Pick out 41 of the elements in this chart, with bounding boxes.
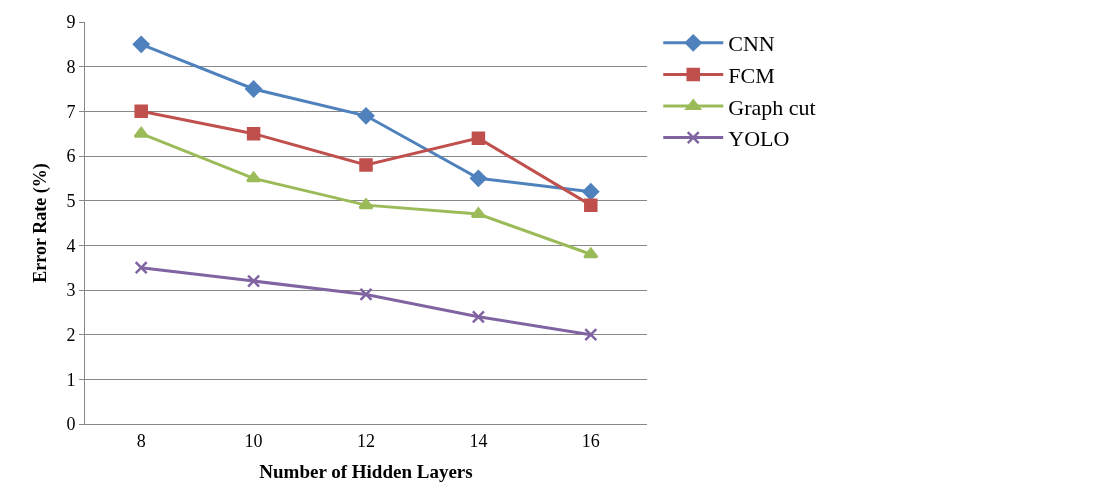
y-tick-label: 9 (66, 12, 76, 33)
legend-label: Graph cut (728, 94, 816, 120)
point (246, 171, 262, 183)
point (134, 104, 148, 119)
y-tick-label: 7 (66, 101, 76, 122)
x-axis-title: Number of Hidden Layers (259, 461, 473, 483)
y-tick-label: 8 (66, 56, 76, 77)
point (470, 207, 486, 219)
point (582, 183, 600, 201)
point (133, 126, 149, 138)
point (358, 198, 374, 210)
x-tick-label: 16 (581, 430, 600, 451)
y-tick-label: 5 (66, 190, 76, 211)
y-axis-title: Error Rate (%) (29, 163, 51, 283)
point (245, 80, 262, 98)
point (584, 198, 598, 212)
legend-label: YOLO (728, 126, 790, 152)
point (471, 310, 486, 324)
y-tick-label: 3 (66, 280, 76, 301)
legend-label: FCM (728, 62, 775, 88)
point (132, 35, 150, 53)
point (359, 287, 373, 302)
y-tick-label: 1 (66, 369, 76, 390)
point (134, 260, 148, 275)
y-tick-label: 0 (66, 414, 76, 435)
x-tick-label: 12 (357, 430, 375, 451)
x-tick-label: 8 (136, 430, 146, 451)
point (583, 247, 599, 259)
y-tick-label: 2 (66, 324, 76, 345)
point (246, 274, 261, 288)
point (470, 169, 487, 187)
point (357, 107, 375, 125)
legend-label: CNN (728, 31, 775, 57)
x-tick-label: 10 (244, 430, 263, 451)
x-tick-label: 14 (469, 430, 488, 451)
point (584, 327, 598, 342)
y-tick-label: 6 (66, 146, 76, 167)
point (359, 158, 373, 172)
point (246, 126, 261, 141)
y-tick-label: 4 (66, 235, 76, 256)
point (471, 131, 486, 145)
